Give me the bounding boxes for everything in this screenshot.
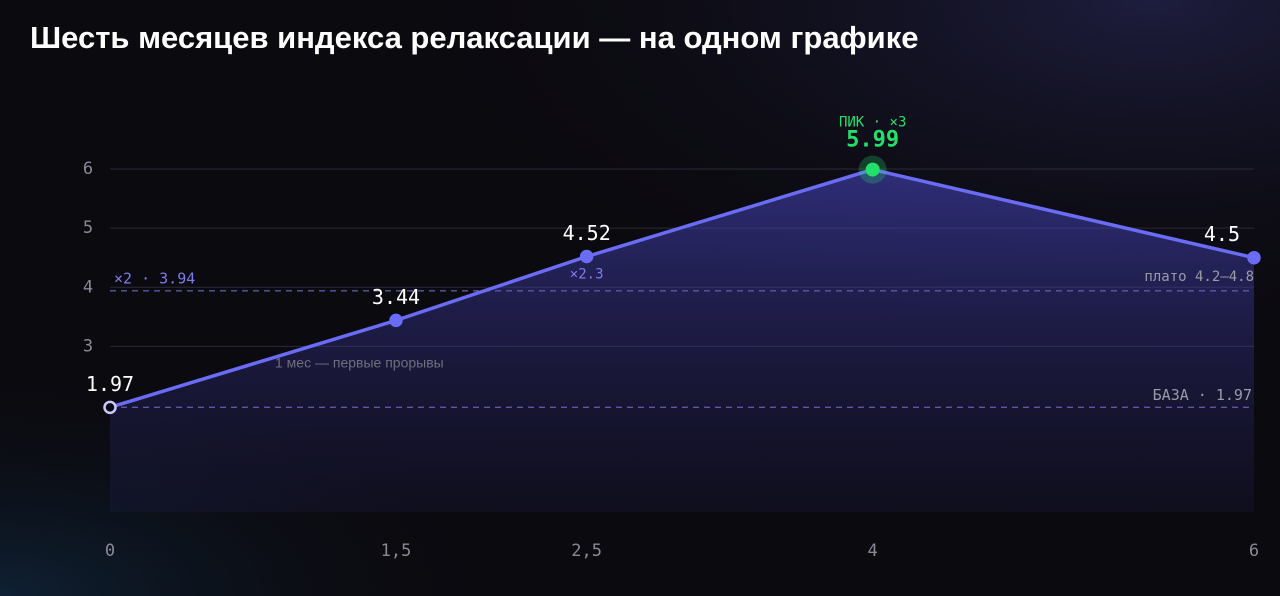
annotation: 1 мес — первые прорывы <box>275 355 444 371</box>
annotation: плато 4.2–4.8 <box>1144 269 1254 285</box>
annotation: ПИК · ×3 <box>839 115 906 131</box>
annotation: ×2.3 <box>570 267 604 283</box>
reference-label: ×2 · 3.94 <box>114 269 195 287</box>
x-tick-label: 1,5 <box>381 541 412 561</box>
y-tick-label: 5 <box>83 218 93 238</box>
data-label: 5.99 <box>846 128 899 153</box>
y-tick-label: 6 <box>83 159 93 179</box>
chart-title: Шесть месяцев индекса релаксации — на од… <box>30 20 919 55</box>
x-tick-label: 0 <box>105 541 115 561</box>
reference-label: БАЗА · 1.97 <box>1153 386 1252 404</box>
point <box>1247 250 1261 265</box>
point <box>389 313 403 328</box>
data-label: 4.52 <box>563 221 611 245</box>
y-tick-label: 4 <box>83 277 93 297</box>
y-tick-label: 3 <box>83 336 93 356</box>
point <box>579 249 594 264</box>
point <box>865 162 880 177</box>
x-tick-label: 4 <box>868 541 878 561</box>
x-tick-label: 6 <box>1249 541 1259 561</box>
x-tick-label: 2,5 <box>571 541 602 561</box>
data-label: 3.44 <box>372 285 420 309</box>
area <box>110 169 1254 513</box>
data-label: 4.5 <box>1204 222 1240 246</box>
data-label: 1.97 <box>86 372 134 396</box>
point <box>103 400 117 415</box>
